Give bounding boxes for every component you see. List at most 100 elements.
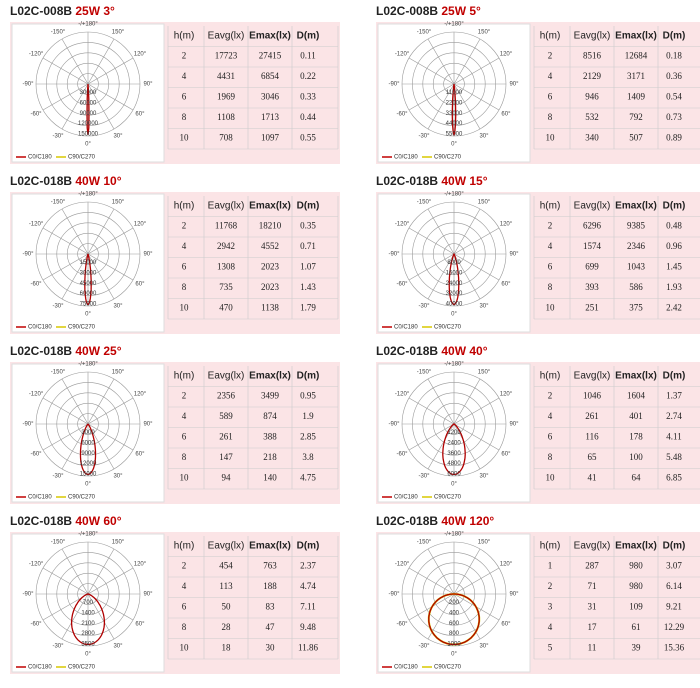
table-cell: 507 (629, 133, 643, 143)
polar-spoke (61, 253, 89, 300)
angle-label: -150° (51, 370, 66, 376)
radial-label: 60000 (80, 100, 97, 106)
angle-label: -/+180° (78, 532, 98, 538)
angle-label: 0° (451, 142, 457, 148)
table-cell: 589 (219, 411, 233, 421)
angle-label: 60° (501, 112, 511, 118)
angle-label: 90° (509, 252, 519, 258)
panel: L02C-018B 40W 10° -150° -/+180° 150° -120° 12… (10, 174, 340, 334)
legend-label: C90/C270 (434, 495, 462, 501)
table-cell: 140 (263, 473, 277, 483)
angle-label: 60° (501, 622, 511, 628)
table-cell: 188 (263, 581, 277, 591)
curve-c0 (86, 84, 90, 135)
table-header: D(m) (297, 371, 320, 382)
polar-spoke (61, 378, 89, 425)
angle-label: 0° (451, 652, 457, 658)
angle-label: 60° (135, 452, 145, 458)
table-cell: 946 (585, 92, 599, 102)
angle-label: 150° (478, 540, 491, 546)
legend-label: C0/C180 (394, 665, 418, 671)
angle-label: 120° (134, 222, 147, 228)
table-cell: 41 (588, 473, 597, 483)
table-cell: 2023 (261, 262, 280, 272)
curve-c0 (448, 253, 460, 306)
polar-spoke (61, 38, 89, 85)
polar-spoke (453, 83, 481, 130)
angle-label: 90° (143, 82, 153, 88)
angle-label: -30° (52, 304, 64, 310)
angle-label: 0° (451, 312, 457, 318)
table-cell: 1097 (261, 133, 280, 143)
polar-spoke (453, 397, 500, 425)
table-cell: 261 (585, 411, 599, 421)
angle-label: -150° (417, 200, 432, 206)
legend-label: C90/C270 (434, 665, 462, 671)
polar-spoke (42, 253, 89, 281)
table-cell: 113 (219, 581, 233, 591)
panel: L02C-018B 40W 25° -150° -/+180° 150° -120° 12… (10, 344, 340, 504)
polar-spoke (87, 253, 115, 300)
table-cell: 10 (180, 303, 190, 313)
table-cell: 3171 (627, 71, 645, 81)
polar-spoke (87, 227, 134, 255)
radial-label: 3600 (447, 451, 461, 457)
table-cell: 1.43 (300, 282, 316, 292)
table-cell: 1.79 (300, 303, 316, 313)
table-header: Eavg(lx) (574, 371, 611, 382)
polar-spoke (408, 567, 455, 595)
table-cell: 0.22 (300, 71, 316, 81)
polar-spoke (408, 83, 455, 111)
legend-label: C0/C180 (394, 495, 418, 501)
table-header: h(m) (174, 541, 195, 552)
table-cell: 0.44 (300, 112, 316, 122)
angle-label: 60° (135, 622, 145, 628)
spec: 40W 10° (75, 174, 121, 188)
table-cell: 0.55 (300, 133, 316, 143)
table-cell: 763 (263, 561, 277, 571)
table-cell: 980 (629, 581, 643, 591)
table-cell: 340 (585, 133, 599, 143)
panel-title: L02C-018B 40W 40° (376, 344, 488, 358)
angle-label: 120° (134, 392, 147, 398)
polar-spoke (453, 548, 481, 595)
table-cell: 8 (182, 282, 187, 292)
table-cell: 735 (219, 282, 233, 292)
table-cell: 3 (548, 602, 553, 612)
angle-label: -90° (388, 422, 400, 428)
table-cell: 586 (629, 282, 643, 292)
angle-label: 150° (478, 30, 491, 36)
table-header: Eavg(lx) (208, 541, 245, 552)
table-cell: 50 (222, 602, 232, 612)
table-cell: 6 (548, 92, 553, 102)
table-cell: 2942 (217, 241, 235, 251)
table-cell: 4 (182, 581, 187, 591)
angle-label: 0° (85, 142, 91, 148)
table-header: D(m) (297, 541, 320, 552)
polar-spoke (42, 397, 89, 425)
angle-label: 0° (85, 482, 91, 488)
table-cell: 218 (263, 452, 277, 462)
angle-label: -30° (52, 134, 64, 140)
table-cell: 1604 (627, 391, 646, 401)
radial-label: 15000 (80, 472, 97, 478)
radial-label: 2800 (81, 631, 95, 637)
table-cell: 6296 (583, 221, 602, 231)
angle-label: 0° (451, 482, 457, 488)
angle-label: 150° (478, 200, 491, 206)
table-cell: 10 (180, 133, 190, 143)
angle-label: 0° (85, 312, 91, 318)
radial-label: 44000 (446, 121, 463, 127)
table-cell: 10 (180, 643, 190, 653)
polar-spoke (408, 397, 455, 425)
radial-label: 4800 (447, 461, 461, 467)
radial-label: 90000 (80, 111, 97, 117)
table-cell: 9385 (627, 221, 646, 231)
legend-label: C90/C270 (434, 325, 462, 331)
polar-spoke (87, 83, 134, 111)
angle-label: 30° (113, 134, 123, 140)
table-cell: 5.48 (666, 452, 682, 462)
angle-label: 150° (112, 370, 125, 376)
model: L02C-018B (10, 344, 72, 358)
